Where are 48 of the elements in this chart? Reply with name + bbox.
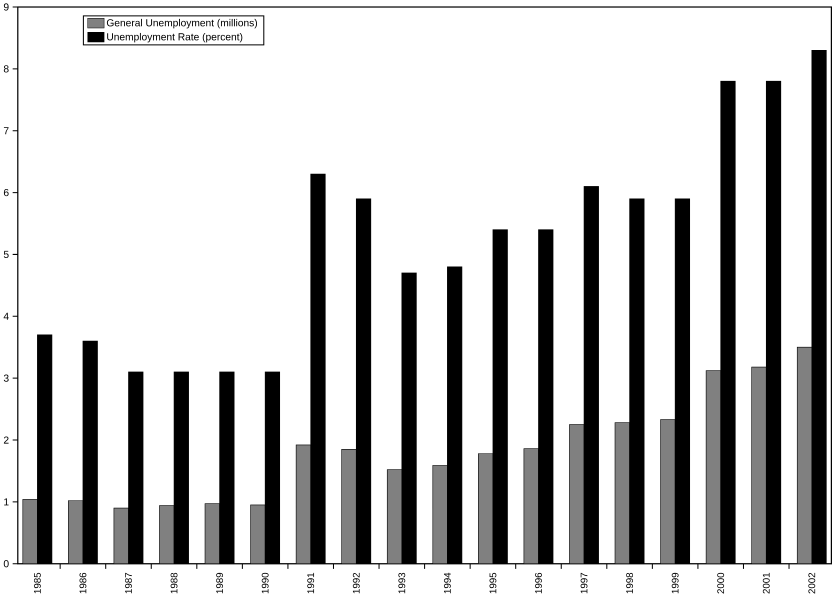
x-tick-label: 1991 — [307, 572, 314, 594]
bar — [159, 505, 174, 564]
bar — [250, 504, 266, 564]
x-tick-label: 1987 — [125, 572, 132, 594]
bar — [796, 346, 812, 564]
x-tick-label: 1996 — [535, 572, 542, 594]
bar — [22, 498, 38, 564]
y-tick-label: 2 — [4, 436, 9, 444]
x-tick-label: 1993 — [398, 572, 406, 594]
bar — [660, 419, 676, 564]
bar — [706, 370, 721, 564]
x-tick-label: 1985 — [34, 572, 41, 594]
x-tick-label: 1992 — [352, 572, 360, 594]
bar — [751, 366, 767, 564]
bar — [296, 444, 312, 564]
y-tick-label: 7 — [4, 127, 9, 134]
x-tick-label: 1995 — [489, 572, 496, 594]
x-tick-label: 2002 — [808, 572, 816, 594]
x-tick-label: 1988 — [170, 572, 178, 594]
x-tick-label: 1989 — [216, 572, 224, 594]
y-tick-label: 6 — [4, 188, 9, 196]
legend-label: Unemployment Rate (percent) — [107, 32, 242, 42]
x-tick-label: 2000 — [717, 572, 724, 594]
bar — [569, 424, 584, 564]
bar — [114, 508, 129, 564]
x-tick-label: 1998 — [626, 572, 634, 594]
bar — [341, 448, 357, 564]
bar — [386, 469, 402, 564]
y-tick-label: 3 — [4, 374, 9, 382]
legend-label: General Unemployment (millions) — [106, 18, 258, 28]
bar — [614, 422, 630, 564]
y-tick-label: 4 — [4, 312, 9, 320]
bar — [524, 448, 538, 564]
y-tick-label: 1 — [4, 498, 9, 506]
bar — [204, 503, 220, 564]
y-tick-label: 0 — [4, 560, 9, 568]
y-tick-label: 9 — [4, 3, 9, 10]
x-tick-label: 1994 — [444, 572, 451, 594]
x-tick-label: 2001 — [762, 572, 770, 594]
y-tick-label: 8 — [4, 65, 9, 72]
bar — [68, 500, 84, 564]
x-tick-label: 1990 — [262, 572, 269, 594]
x-tick-label: 1999 — [672, 572, 679, 594]
x-tick-label: 1997 — [580, 572, 588, 594]
y-tick-label: 5 — [4, 250, 9, 258]
bar — [478, 453, 494, 564]
bar — [432, 464, 448, 564]
x-tick-label: 1986 — [80, 572, 86, 594]
